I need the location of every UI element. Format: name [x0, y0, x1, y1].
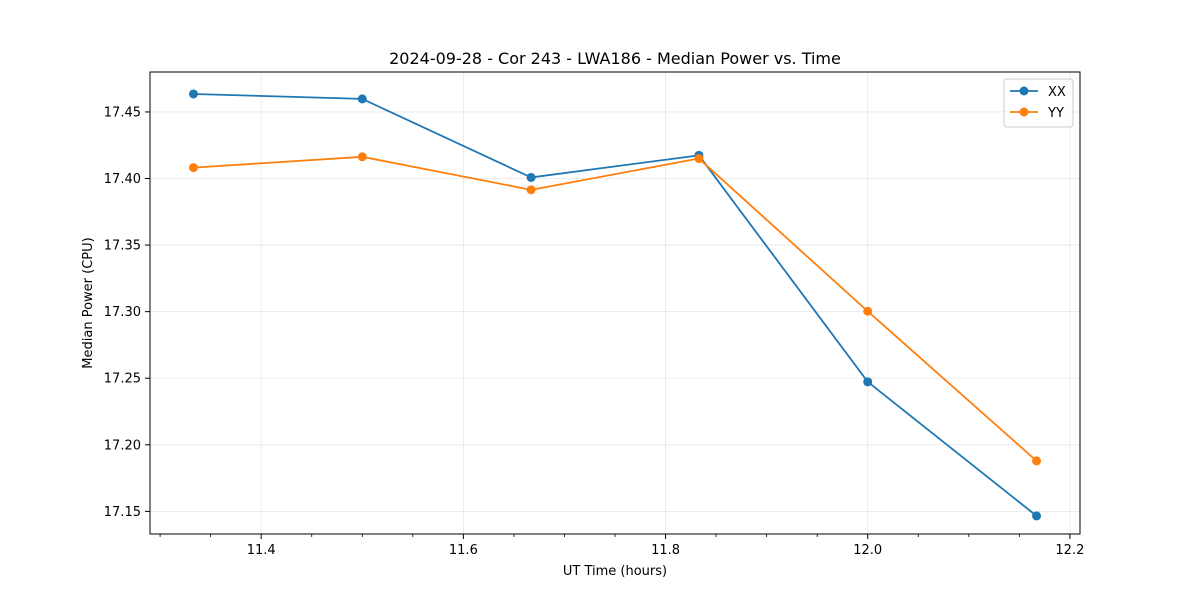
data-point-xx: [188, 89, 198, 99]
y-axis-label: Median Power (CPU): [81, 237, 96, 368]
legend-marker-yy: [1019, 107, 1029, 117]
legend: XX YY: [1003, 78, 1074, 128]
y-tick-label: 17.45: [104, 105, 141, 120]
x-tick-label: 11.4: [247, 543, 276, 558]
series-line-yy: [193, 155, 1038, 462]
x-axis-label: UT Time (hours): [563, 564, 667, 579]
data-point-xx: [863, 377, 873, 387]
x-tick-label: 11.8: [651, 543, 680, 558]
series-layer: [188, 89, 1042, 521]
data-point-xx: [357, 94, 367, 104]
y-tick-label: 17.20: [104, 438, 141, 453]
x-tick-label: 12.0: [853, 543, 882, 558]
x-axis: 11.4 11.6 11.8 12.0 12.2: [159, 534, 1084, 558]
data-point-xx: [526, 172, 536, 182]
data-point-xx: [1032, 511, 1042, 521]
chart-title: 2024-09-28 - Cor 243 - LWA186 - Median P…: [389, 49, 841, 68]
y-tick-label: 17.40: [104, 172, 141, 187]
y-tick-label: 17.30: [104, 305, 141, 320]
legend-marker-xx: [1019, 86, 1029, 96]
data-point-yy: [357, 152, 367, 162]
y-tick-label: 17.35: [104, 239, 141, 254]
legend-label-yy: YY: [1047, 106, 1064, 121]
grid: [150, 72, 1080, 534]
series-line-xx: [193, 93, 1038, 517]
data-point-yy: [1032, 456, 1042, 466]
x-tick-label: 11.6: [449, 543, 478, 558]
y-tick-label: 17.15: [104, 505, 141, 520]
x-tick-label: 12.2: [1055, 543, 1084, 558]
legend-label-xx: XX: [1048, 85, 1066, 100]
data-point-yy: [863, 306, 873, 316]
y-tick-label: 17.25: [104, 372, 141, 387]
data-point-yy: [694, 154, 704, 164]
data-point-yy: [188, 163, 198, 173]
y-axis: 17.15 17.20 17.25 17.30 17.35 17.40 17.45: [104, 105, 150, 520]
data-point-yy: [526, 185, 536, 195]
